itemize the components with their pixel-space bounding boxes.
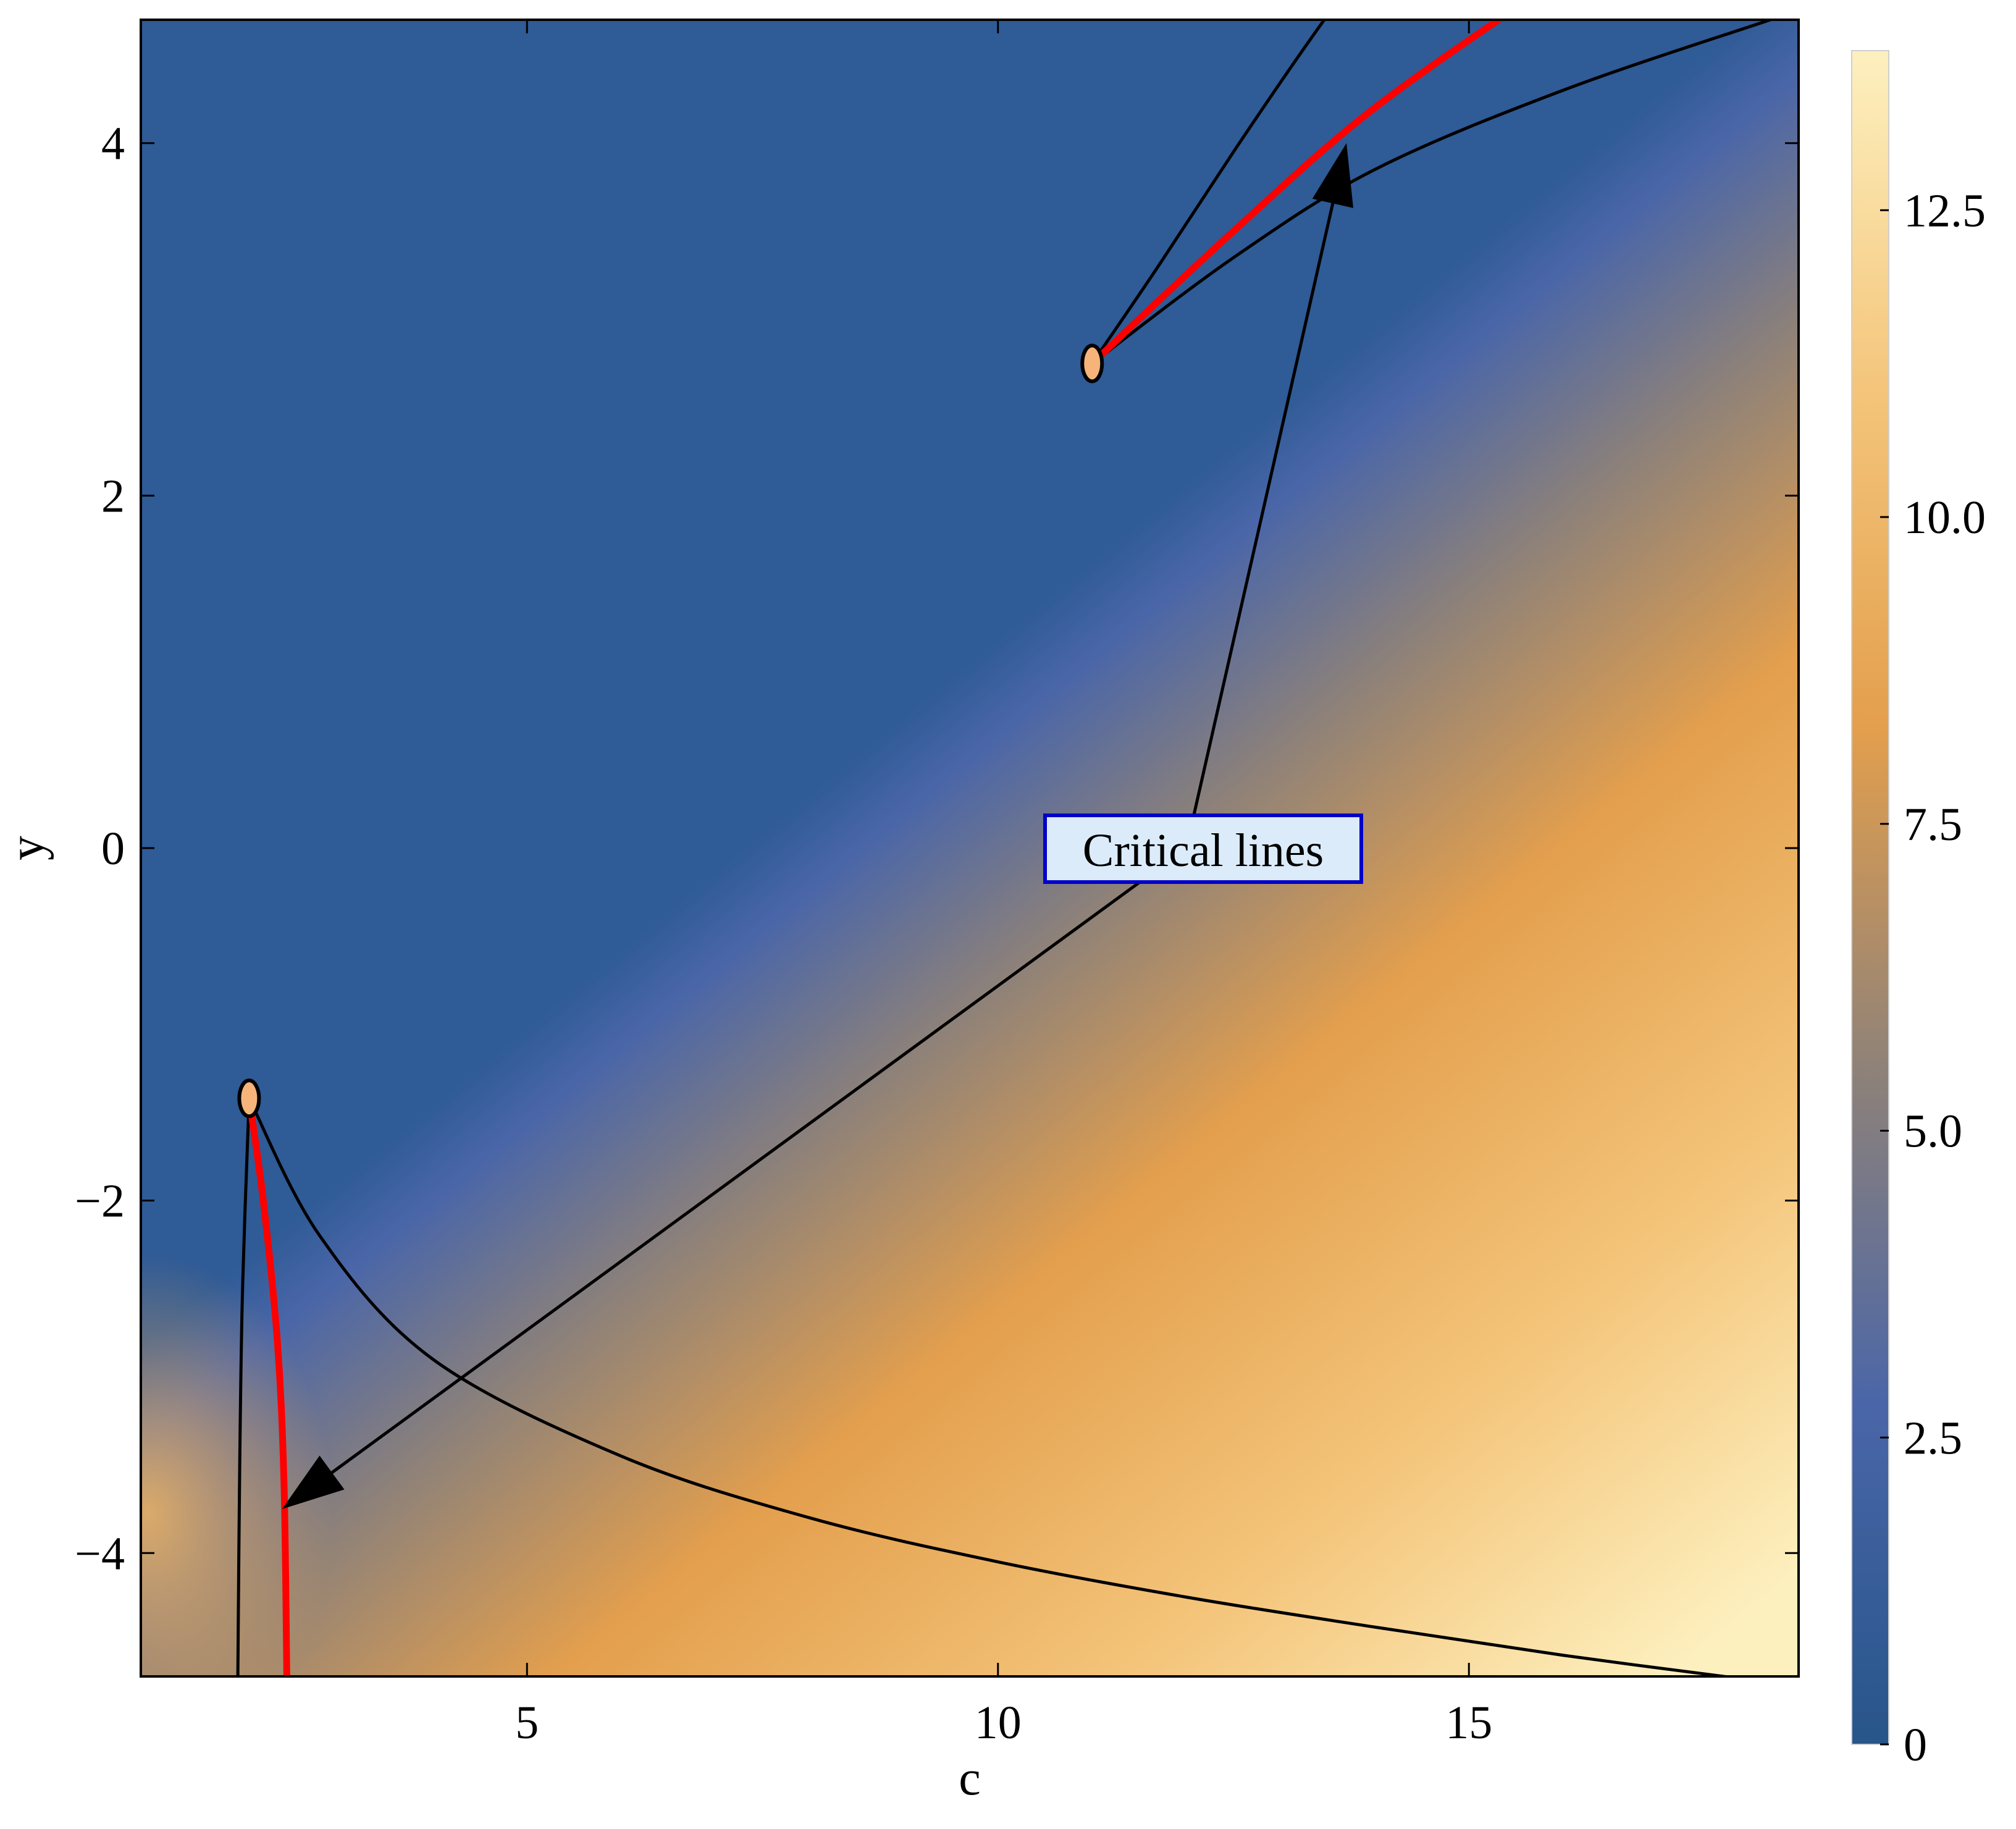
critical-line-1 [1088, 20, 1505, 367]
boundary-lines [236, 20, 1772, 1676]
annotation-arrows [282, 143, 1354, 1509]
arrow-head-1-2 [282, 1455, 345, 1509]
x-tick-label-2: 10 [975, 1697, 1022, 1749]
y-tick-label-1: −4 [75, 1528, 125, 1579]
y-tick-label-2: −2 [75, 1175, 125, 1227]
arrow-shaft-1-1 [1185, 203, 1335, 849]
y-axis-title: y [0, 836, 54, 860]
colorbar-tick-label-5: 10.0 [1904, 492, 1986, 544]
arrow-head-1-1 [1312, 143, 1354, 208]
x-axis-title: c [959, 1751, 981, 1806]
boundary-line-1 [1090, 20, 1327, 365]
colorbar-ticks: 0 2.5 5.0 7.5 10.0 12.5 [1880, 185, 1986, 1771]
x-tick-label-1: 5 [515, 1697, 539, 1749]
y-tick-label-5: 4 [101, 118, 125, 170]
critical-point-1 [1080, 343, 1104, 384]
boundary-line-3 [236, 1096, 251, 1676]
y-tick-label-3: 0 [101, 823, 125, 875]
critical-lines [245, 20, 1505, 1676]
boundary-line-2 [1090, 20, 1772, 365]
boundary-line-4 [247, 1096, 1737, 1676]
y-axis: −4 −2 0 2 4 [75, 118, 1799, 1579]
critical-line-2 [245, 1095, 290, 1676]
y-tick-label-4: 2 [101, 470, 125, 522]
colorbar-tick-label-6: 12.5 [1904, 185, 1986, 237]
critical-point-2 [237, 1078, 261, 1119]
colorbar-tick-label-1: 0 [1904, 1719, 1927, 1771]
annotation-box [1043, 814, 1363, 884]
colorbar-frame [1851, 50, 1889, 1745]
x-axis: 5 10 15 [515, 20, 1492, 1749]
colorbar: 0 2.5 5.0 7.5 10.0 12.5 [1851, 50, 1986, 1771]
annotation-label: Critical lines [1083, 825, 1324, 877]
colorbar-strip [1852, 51, 1889, 1744]
x-tick-label-3: 15 [1445, 1697, 1492, 1749]
colorbar-tick-label-4: 7.5 [1904, 799, 1962, 851]
colorbar-tick-label-2: 2.5 [1904, 1412, 1962, 1464]
annotation-label-box: Critical lines [1043, 814, 1363, 884]
plot-area [141, 20, 1799, 1676]
heatmap-field [141, 20, 1799, 1676]
critical-points [237, 343, 1104, 1119]
arrow-shaft-1-2 [331, 846, 1188, 1474]
colorbar-tick-label-3: 5.0 [1904, 1106, 1962, 1158]
